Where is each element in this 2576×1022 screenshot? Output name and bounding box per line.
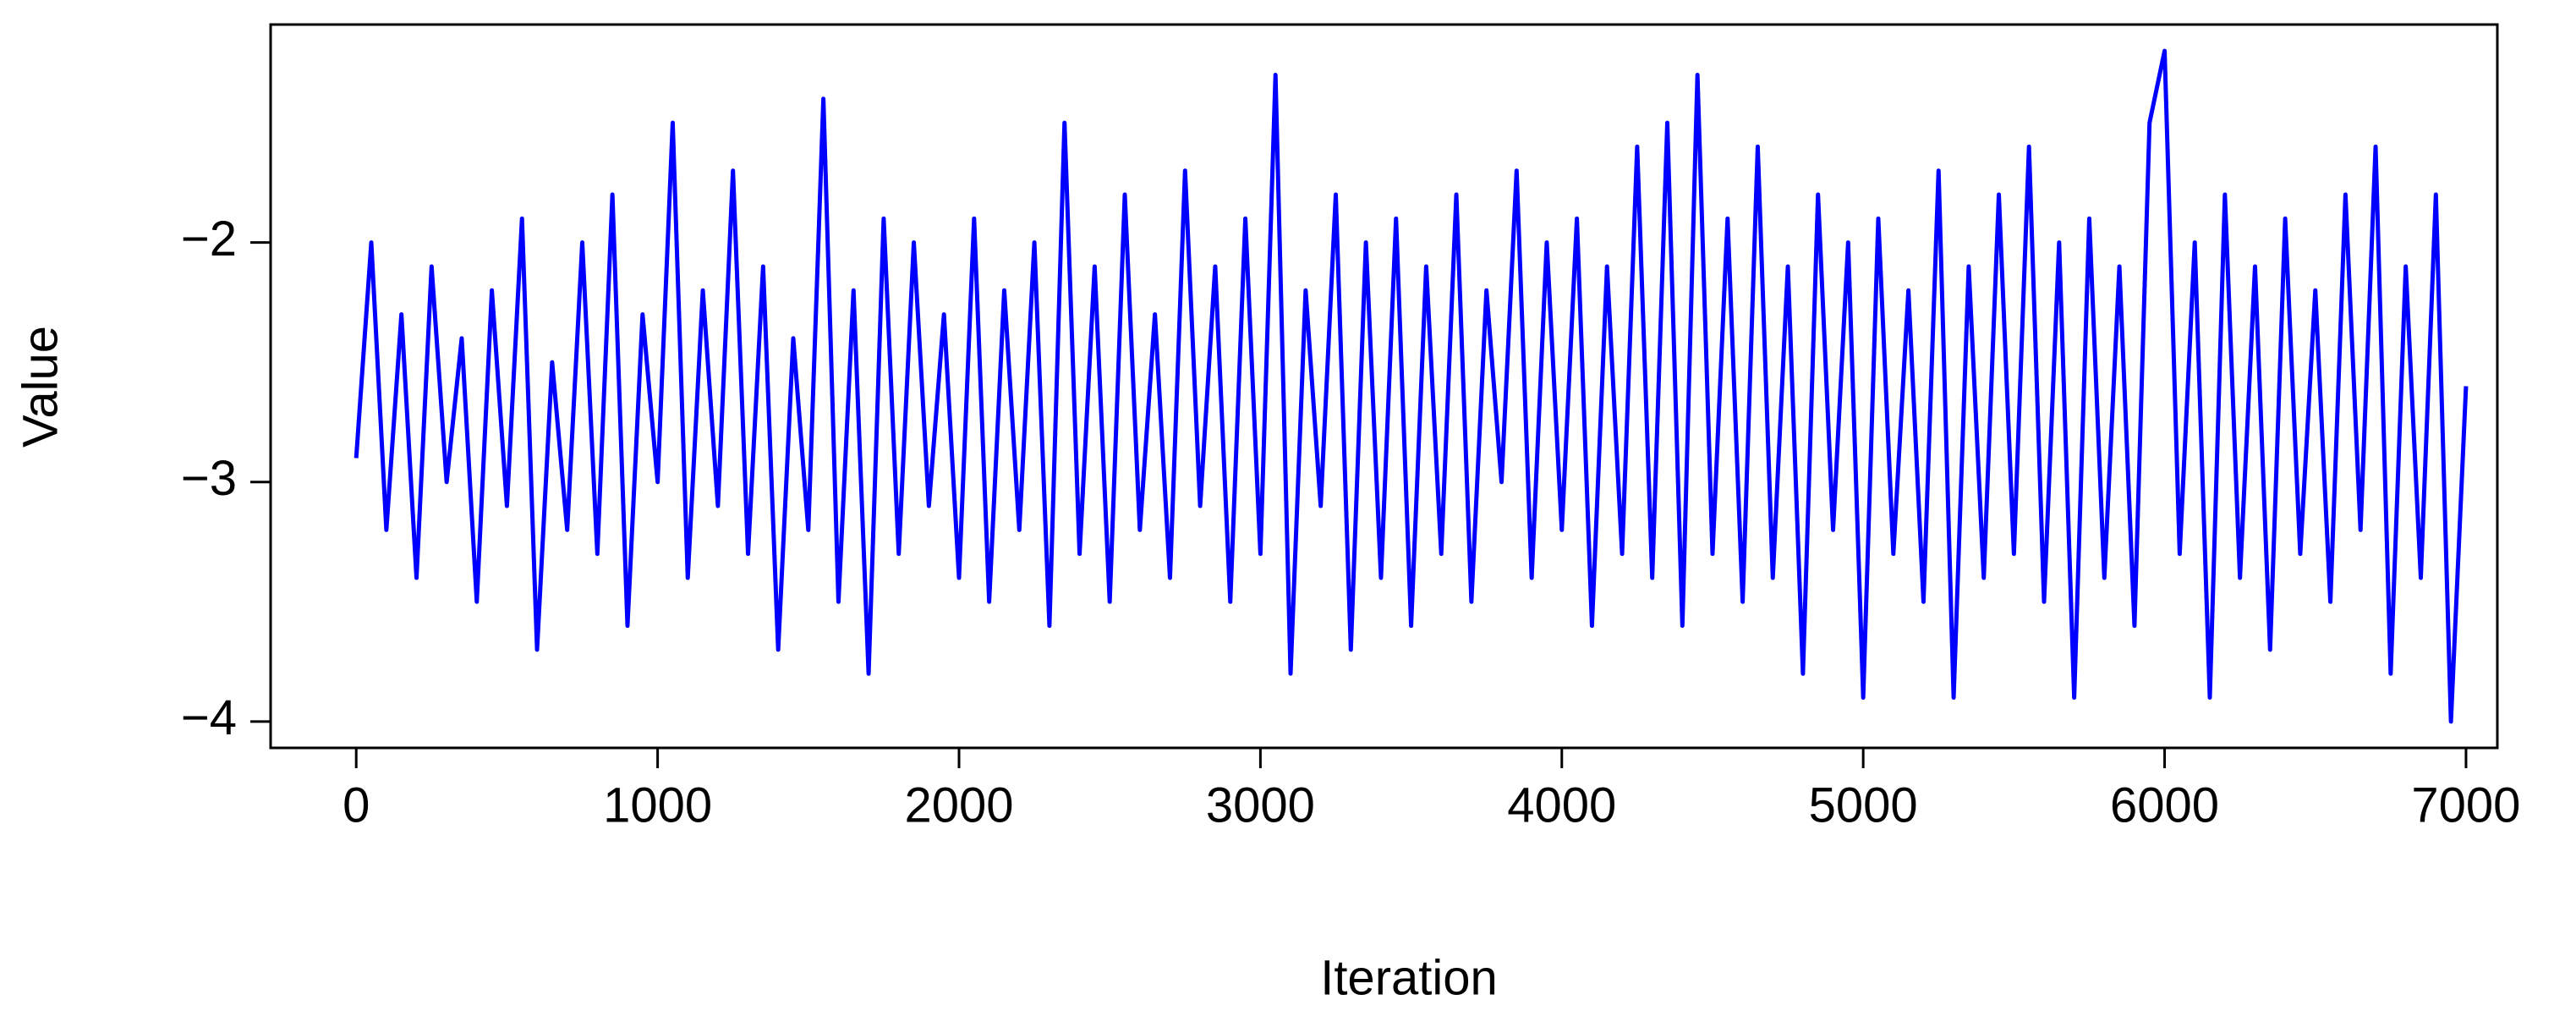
- y-tick-label: −2: [181, 212, 237, 266]
- x-tick-label: 6000: [2110, 777, 2219, 832]
- x-tick-label: 1000: [603, 777, 712, 832]
- x-tick-label: 5000: [1809, 777, 1918, 832]
- series-line: [354, 48, 2469, 724]
- y-axis-label: Value: [13, 326, 68, 448]
- x-axis-label: Iteration: [1320, 950, 1498, 1005]
- y-tick-label: −3: [181, 451, 237, 506]
- x-tick-label: 7000: [2411, 777, 2520, 832]
- x-tick-label: 0: [343, 777, 370, 832]
- x-tick-label: 4000: [1507, 777, 1616, 832]
- y-tick-label: −4: [181, 690, 237, 745]
- x-tick-label: 3000: [1206, 777, 1315, 832]
- x-tick-label: 2000: [904, 777, 1013, 832]
